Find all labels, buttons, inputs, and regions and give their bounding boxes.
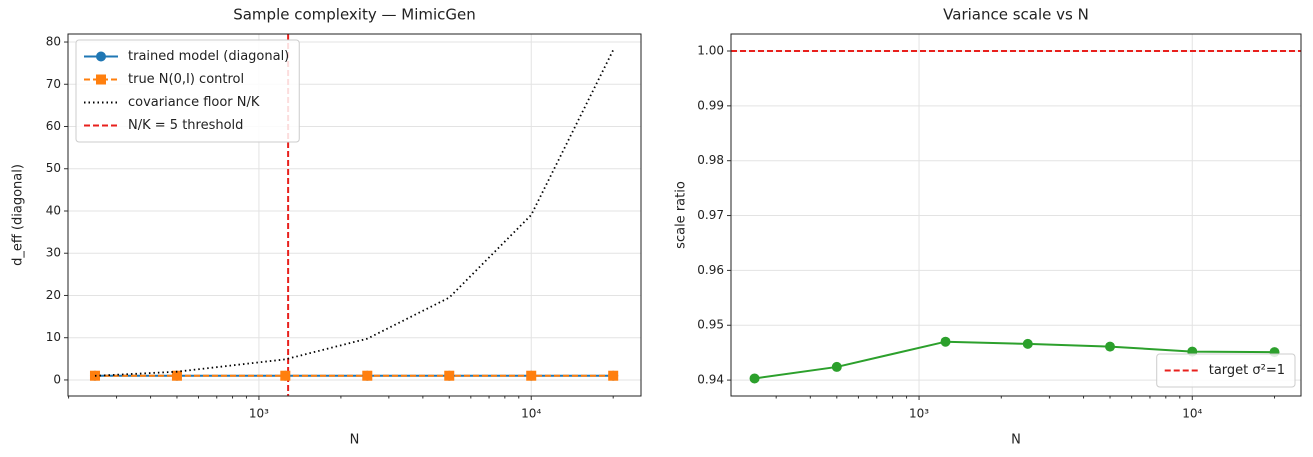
y-tick-label: 30: [46, 246, 61, 260]
marker: [362, 370, 373, 381]
marker: [749, 373, 760, 384]
marker: [96, 51, 106, 62]
y-tick-label: 80: [46, 35, 61, 49]
marker: [444, 370, 455, 381]
legend-label: target σ²=1: [1209, 363, 1285, 378]
y-tick-label: 20: [46, 288, 61, 302]
marker: [940, 336, 951, 347]
legend-label: trained model (diagonal): [128, 49, 289, 64]
marker: [171, 370, 182, 381]
x-axis-label: N: [350, 433, 360, 448]
y-tick-label: 0.98: [697, 153, 724, 167]
series-line: [94, 49, 615, 377]
plot-frame: [730, 33, 1302, 397]
marker: [526, 370, 537, 381]
y-tick-label: 0: [53, 372, 61, 386]
x-tick-label: 10³: [249, 407, 269, 421]
y-tick-label: 50: [46, 161, 61, 175]
legend-label: covariance floor N/K: [128, 95, 260, 110]
chart-title: Variance scale vs N: [943, 6, 1089, 24]
legend: target σ²=1: [1156, 353, 1296, 388]
x-axis-label: N: [1011, 433, 1021, 448]
marker: [96, 74, 106, 85]
legend-frame: [75, 39, 300, 143]
y-tick-label: 0.97: [697, 208, 724, 222]
y-tick-label: 10: [46, 330, 61, 344]
x-tick-label: 10⁴: [521, 407, 541, 421]
y-tick-label: 1.00: [697, 44, 724, 58]
y-tick-label: 40: [46, 203, 61, 217]
marker: [1022, 338, 1033, 349]
legend-frame: [1156, 353, 1296, 388]
y-tick-label: 0.96: [697, 263, 724, 277]
marker: [608, 370, 619, 381]
y-tick-label: 60: [46, 119, 61, 133]
plot-frame: [67, 33, 642, 397]
chart-title: Sample complexity — MimicGen: [233, 6, 476, 24]
marker: [1105, 341, 1116, 352]
y-tick-label: 0.99: [697, 98, 724, 112]
y-tick-label: 70: [46, 77, 61, 91]
y-tick-label: 0.95: [697, 318, 724, 332]
x-tick-label: 10³: [909, 407, 929, 421]
marker: [831, 361, 842, 372]
legend: trained model (diagonal) true N(0,I) cont…: [75, 39, 300, 143]
y-tick-label: 0.94: [697, 373, 724, 387]
x-tick-label: 10⁴: [1182, 407, 1202, 421]
legend-label: N/K = 5 threshold: [128, 118, 243, 133]
y-axis-label: d_eff (diagonal): [11, 164, 26, 266]
y-axis-label: scale ratio: [674, 181, 689, 249]
marker: [280, 370, 291, 381]
legend-label: true N(0,I) control: [128, 72, 244, 87]
